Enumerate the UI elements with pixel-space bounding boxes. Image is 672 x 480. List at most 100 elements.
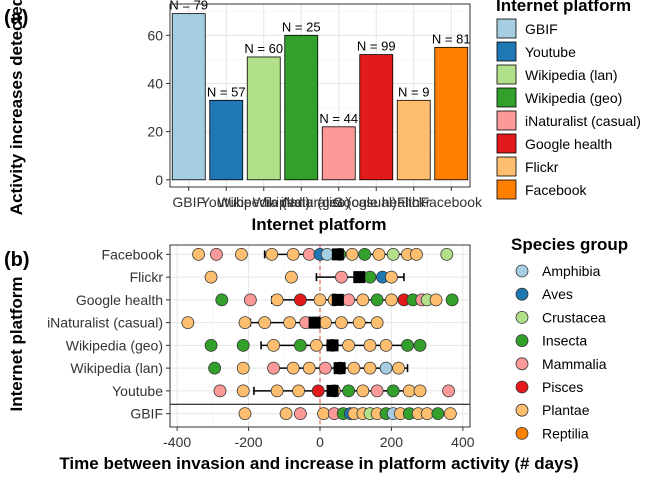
legend-b-label-crustacea: Crustacea: [542, 309, 606, 325]
point-youtube-plantae: [356, 384, 370, 398]
panel-b-y-tick-label-facebook: Facebook: [102, 246, 164, 262]
panel-a-x-tick-label-inaturalist-casual: iNaturalist (casual): [281, 194, 397, 210]
legend-b-swatch-mammalia: [515, 357, 529, 371]
point-wikipedia-lan-insecta: [208, 361, 222, 375]
legend-b-label-plantae: Plantae: [542, 402, 590, 418]
legend-a-label-youtube: Youtube: [525, 44, 576, 60]
bar-youtube: [209, 99, 244, 181]
panel-b-y-tick-label-inaturalist-casual: iNaturalist (casual): [47, 315, 163, 331]
panel-b-y-tick-label-wikipedia-lan: Wikipedia (lan): [70, 360, 163, 376]
point-inaturalist-casual-plantae: [335, 316, 348, 330]
legend-a-swatch-wikipedia-geo: [496, 87, 517, 108]
point-wikipedia-lan-plantae: [302, 361, 316, 375]
point-inaturalist-casual-plantae: [283, 316, 297, 330]
bar-data-label-wikipedia-geo: N = 25: [282, 19, 321, 34]
legend-b-swatch-insecta: [515, 334, 529, 348]
point-wikipedia-geo-plantae: [267, 338, 280, 352]
panel-b-y-tick-label-google-health: Google health: [76, 292, 163, 308]
legend-b-swatch-plantae: [515, 403, 529, 417]
panel-b-y-axis-title: Internet platform: [7, 276, 26, 411]
point-gbif-plantae: [420, 407, 434, 421]
legend-b-label-mammalia: Mammalia: [542, 356, 607, 372]
point-facebook-plantae: [265, 247, 279, 261]
point-facebook-amphibia: [320, 247, 334, 261]
bar-data-label-flickr: N = 9: [398, 84, 429, 99]
point-facebook-plantae: [235, 247, 248, 261]
point-inaturalist-casual-plantae: [370, 316, 384, 330]
legend-b-swatch-crustacea: [515, 310, 529, 324]
point-wikipedia-lan-mammalia: [267, 361, 280, 375]
point-facebook-plantae: [192, 247, 205, 261]
panel-b-scatter-chart: -400 -200 0 200 400 GBIF Youtube Wikipedia (lan…: [47, 244, 475, 450]
point-wikipedia-geo-plantae: [310, 338, 323, 352]
point-facebook-insecta: [358, 247, 372, 261]
point-wikipedia-lan-plantae: [392, 361, 405, 375]
panel-b-legend: Amphibia Aves Crustacea Insecta Mammalia Pisc…: [515, 263, 607, 441]
panel-a-border: [169, 3, 471, 188]
point-google-health-plantae: [270, 293, 284, 307]
point-wikipedia-geo-plantae: [342, 338, 355, 352]
legend-b-swatch-reptilia: [515, 426, 529, 440]
bar-data-label-inaturalist-casual: N = 44: [319, 111, 358, 126]
point-wikipedia-lan-plantae: [363, 361, 377, 375]
legend-a-swatch-flickr: [496, 156, 517, 177]
bar-data-label-google-health: N = 99: [357, 39, 396, 54]
point-wikipedia-lan-plantae: [286, 361, 300, 375]
panel-b-x-tick-label: 400: [451, 434, 475, 450]
bar-data-label-gbif: N = 79: [169, 0, 208, 13]
point-gbif-plantae: [238, 407, 252, 421]
point-facebook-crustacea: [386, 247, 400, 261]
point-google-health-insecta: [215, 293, 229, 307]
point-youtube-plantae: [413, 384, 427, 398]
point-youtube-plantae: [236, 384, 250, 398]
legend-a-swatch-facebook: [496, 179, 517, 200]
panel-a-y-tick-label: 20: [147, 124, 163, 140]
point-wikipedia-geo-insecta: [236, 338, 250, 352]
point-google-health-mammalia: [243, 293, 257, 307]
point-youtube-insecta: [386, 384, 400, 398]
point-wikipedia-geo-plantae: [363, 338, 377, 352]
point-flickr-plantae: [285, 270, 298, 284]
legend-b-swatch-aves: [515, 287, 529, 301]
panel-a-bar-chart: 0 20 40 60 N = 79 GBIF N = 57 Youtube N = 60 Wiki…: [147, 0, 483, 210]
point-inaturalist-casual-plantae: [318, 316, 332, 330]
bar-wikipedia-lan: [246, 56, 281, 181]
summary-mean-inaturalist-casual: [308, 316, 321, 329]
legend-a-swatch-youtube: [496, 41, 517, 62]
point-flickr-insecta: [363, 270, 377, 284]
legend-a-label-google-health: Google health: [525, 136, 612, 152]
panel-a-x-tick-label-gbif: GBIF: [172, 194, 205, 210]
point-youtube-pisces: [311, 384, 325, 398]
point-facebook-plantae: [372, 247, 386, 261]
point-flickr-plantae: [204, 270, 218, 284]
panel-b-x-axis-title: Time between invasion and increase in pl…: [59, 454, 578, 473]
point-google-health-insecta: [445, 293, 459, 307]
legend-b-label-aves: Aves: [542, 286, 573, 302]
panel-a-x-tick-label-youtube: Youtube: [201, 194, 252, 210]
legend-b-label-pisces: Pisces: [542, 379, 583, 395]
point-youtube-mammalia: [213, 384, 227, 398]
point-wikipedia-geo-insecta: [204, 338, 218, 352]
summary-mean-wikipedia-geo: [326, 339, 339, 352]
panel-b-legend-title: Species group: [511, 235, 628, 254]
panel-a-y-tick-label: 40: [147, 75, 163, 91]
summary-mean-wikipedia-lan: [333, 362, 346, 375]
summary-mean-youtube: [326, 384, 339, 397]
legend-a-label-wikipedia-geo: Wikipedia (geo): [525, 90, 622, 106]
panel-a-x-tick-label-facebook: Facebook: [421, 194, 483, 210]
legend-a-label-inaturalist-casual: iNaturalist (casual): [525, 113, 641, 129]
bar-google-health: [359, 54, 394, 181]
legend-b-label-insecta: Insecta: [542, 333, 587, 349]
legend-b-label-reptilia: Reptilia: [542, 425, 589, 441]
point-youtube-mammalia: [370, 384, 384, 398]
bar-data-label-wikipedia-lan: N = 60: [244, 41, 283, 56]
point-facebook-crustacea: [440, 247, 454, 261]
panel-a-x-tick-label-google-health: Google health: [333, 194, 420, 210]
panel-b-x-tick-label: 200: [380, 434, 404, 450]
legend-b-swatch-pisces: [515, 380, 529, 394]
legend-a-swatch-gbif: [496, 18, 517, 39]
point-youtube-plantae: [270, 384, 284, 398]
point-inaturalist-casual-plantae: [258, 316, 272, 330]
legend-b-label-amphibia: Amphibia: [542, 263, 601, 279]
